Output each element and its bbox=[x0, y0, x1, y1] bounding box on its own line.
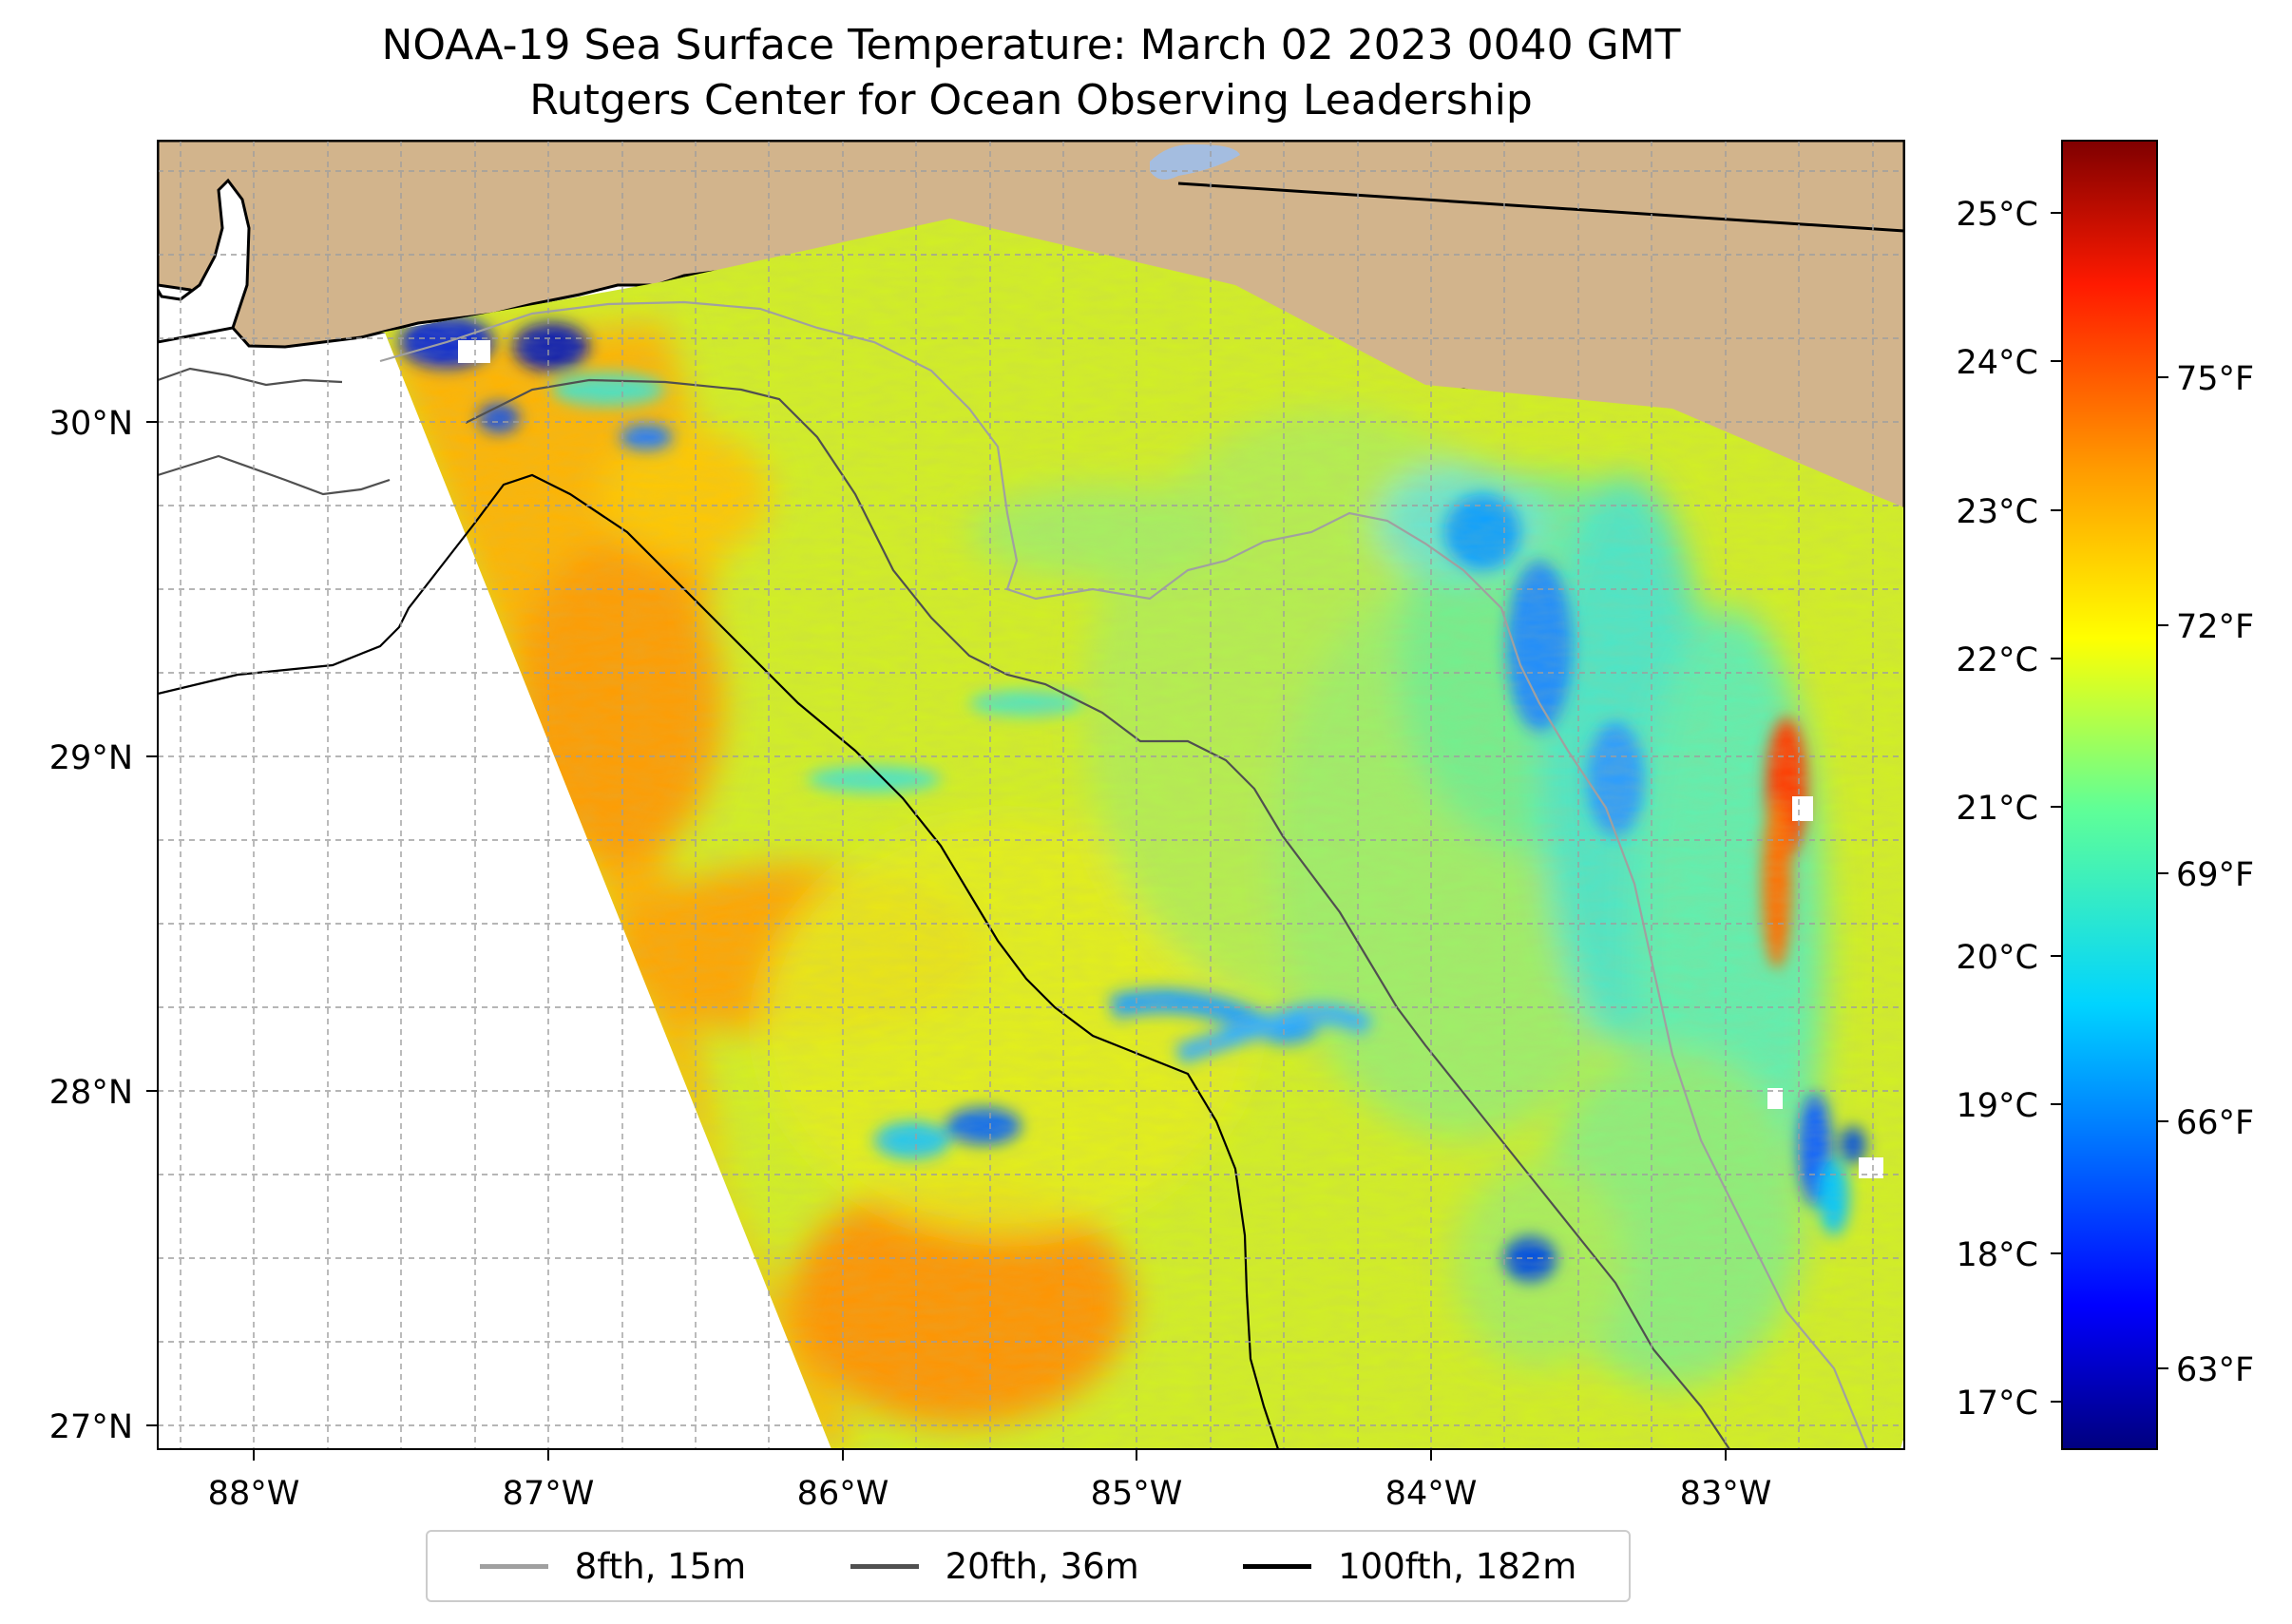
isobath-8fth bbox=[379, 300, 1869, 1449]
map-area bbox=[158, 141, 1904, 1449]
colorbar bbox=[2061, 140, 2158, 1450]
map-frame bbox=[157, 140, 1905, 1450]
cbar-c-23: 23°C bbox=[1957, 493, 2038, 531]
cbar-f-63: 63°F bbox=[2176, 1351, 2254, 1389]
cbar-c-18: 18°C bbox=[1957, 1236, 2038, 1274]
longitude-labels: 88°W 87°W 86°W 85°W 84°W 83°W bbox=[208, 1475, 1772, 1513]
lat-label-30n: 30°N bbox=[49, 405, 133, 443]
title-line-2: Rutgers Center for Ocean Observing Leade… bbox=[529, 76, 1533, 124]
no-data-patches bbox=[458, 340, 1883, 1178]
cbar-c-22: 22°C bbox=[1957, 641, 2038, 679]
legend-label-8fth: 8fth, 15m bbox=[574, 1545, 747, 1587]
lon-label-85w: 85°W bbox=[1091, 1475, 1183, 1513]
colorbar-celsius-labels: 17°C 18°C 19°C 20°C 21°C 22°C 23°C 24°C … bbox=[1957, 196, 2038, 1423]
legend-label-100fth: 100fth, 182m bbox=[1338, 1545, 1577, 1587]
cbar-c-19: 19°C bbox=[1957, 1087, 2038, 1125]
legend-label-20fth: 20fth, 36m bbox=[945, 1545, 1139, 1587]
cbar-f-75: 75°F bbox=[2176, 360, 2254, 398]
tick-marks bbox=[146, 421, 1727, 1461]
cbar-f-66: 66°F bbox=[2176, 1104, 2254, 1142]
lat-label-27n: 27°N bbox=[49, 1408, 133, 1446]
colorbar-fahrenheit-ticks bbox=[2157, 376, 2168, 1369]
sst-field bbox=[380, 219, 1904, 1449]
legend-item-100fth: 100fth, 182m bbox=[1243, 1546, 1576, 1587]
isobaths bbox=[158, 300, 1869, 1449]
cbar-c-21: 21°C bbox=[1957, 790, 2038, 828]
lon-label-87w: 87°W bbox=[503, 1475, 595, 1513]
cbar-f-72: 72°F bbox=[2176, 608, 2254, 646]
lon-label-83w: 83°W bbox=[1680, 1475, 1772, 1513]
lat-label-28n: 28°N bbox=[49, 1074, 133, 1112]
cbar-c-17: 17°C bbox=[1957, 1385, 2038, 1423]
latitude-labels: 30°N 29°N 28°N 27°N bbox=[49, 405, 133, 1446]
state-boundary bbox=[1177, 182, 1904, 233]
colorbar-fahrenheit-labels: 63°F 66°F 69°F 72°F 75°F bbox=[2176, 360, 2254, 1389]
lat-label-29n: 29°N bbox=[49, 739, 133, 777]
isobath-west bbox=[158, 367, 391, 496]
legend-swatch-100fth bbox=[1243, 1563, 1312, 1569]
legend-swatch-20fth bbox=[850, 1563, 919, 1569]
cbar-c-25: 25°C bbox=[1957, 196, 2038, 234]
legend-item-20fth: 20fth, 36m bbox=[850, 1546, 1139, 1587]
isobath-20fth bbox=[465, 378, 1730, 1449]
colorbar-celsius-ticks bbox=[2051, 212, 2062, 1403]
lon-label-88w: 88°W bbox=[208, 1475, 300, 1513]
isobath-100fth bbox=[158, 473, 1280, 1449]
gridlines bbox=[158, 141, 1904, 1449]
legend-swatch-8fth bbox=[479, 1563, 548, 1569]
legend: 8fth, 15m 20fth, 36m 100fth, 182m bbox=[426, 1530, 1631, 1602]
title-line-1: NOAA-19 Sea Surface Temperature: March 0… bbox=[381, 21, 1681, 69]
cbar-f-69: 69°F bbox=[2176, 856, 2254, 894]
lon-label-84w: 84°W bbox=[1385, 1475, 1478, 1513]
cbar-c-24: 24°C bbox=[1957, 344, 2038, 382]
lon-label-86w: 86°W bbox=[797, 1475, 889, 1513]
legend-item-8fth: 8fth, 15m bbox=[479, 1545, 747, 1587]
cbar-c-20: 20°C bbox=[1957, 939, 2038, 977]
